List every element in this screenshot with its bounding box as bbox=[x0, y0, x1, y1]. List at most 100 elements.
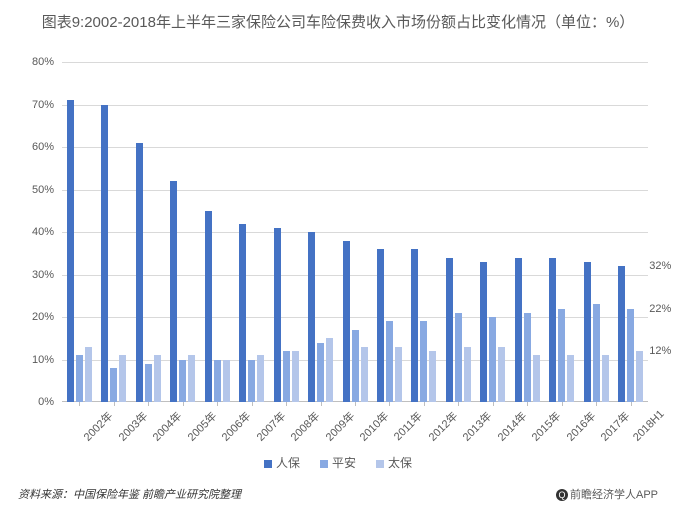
bar-pingan bbox=[110, 368, 117, 402]
gridline bbox=[62, 62, 648, 63]
end-label-taibao: 12% bbox=[649, 345, 671, 357]
bar-pingan bbox=[489, 317, 496, 402]
x-tick bbox=[286, 402, 287, 406]
bar-taibao bbox=[119, 355, 126, 402]
bar-renbao bbox=[101, 105, 108, 403]
legend-item-pingan: 平安 bbox=[320, 454, 356, 471]
x-tick bbox=[389, 402, 390, 406]
x-tick bbox=[527, 402, 528, 406]
chart-area: 0%10%20%30%40%50%60%70%80% 2002年2003年200… bbox=[28, 62, 648, 402]
bar-renbao bbox=[480, 262, 487, 402]
y-tick-label: 0% bbox=[38, 396, 54, 408]
y-tick-label: 40% bbox=[32, 226, 54, 238]
x-tick bbox=[321, 402, 322, 406]
bar-pingan bbox=[558, 309, 565, 403]
bar-pingan bbox=[248, 360, 255, 403]
footer: 资料来源：中国保险年鉴 前瞻产业研究院整理 Q前瞻经济学人APP bbox=[18, 486, 658, 502]
source-text: 资料来源：中国保险年鉴 前瞻产业研究院整理 bbox=[18, 489, 241, 501]
x-tick-label: 2013年 bbox=[459, 408, 495, 444]
x-tick-label: 2003年 bbox=[114, 408, 150, 444]
bar-taibao bbox=[602, 355, 609, 402]
bar-taibao bbox=[361, 347, 368, 402]
bar-pingan bbox=[145, 364, 152, 402]
bar-taibao bbox=[464, 347, 471, 402]
gridline bbox=[62, 232, 648, 233]
bar-renbao bbox=[205, 211, 212, 402]
x-tick-label: 2008年 bbox=[287, 408, 323, 444]
y-tick-label: 20% bbox=[32, 311, 54, 323]
x-tick-label: 2014年 bbox=[494, 408, 530, 444]
y-axis: 0%10%20%30%40%50%60%70%80% bbox=[28, 62, 58, 402]
x-tick bbox=[458, 402, 459, 406]
bar-renbao bbox=[274, 228, 281, 402]
bar-renbao bbox=[308, 232, 315, 402]
x-tick-label: 2009年 bbox=[321, 408, 357, 444]
y-tick-label: 30% bbox=[32, 269, 54, 281]
brand-label: 前瞻经济学人APP bbox=[570, 489, 658, 501]
bar-renbao bbox=[343, 241, 350, 403]
bar-renbao bbox=[446, 258, 453, 403]
gridline bbox=[62, 275, 648, 276]
bar-taibao bbox=[292, 351, 299, 402]
legend-swatch bbox=[264, 460, 272, 468]
bar-taibao bbox=[223, 360, 230, 403]
bar-renbao bbox=[549, 258, 556, 403]
bar-taibao bbox=[257, 355, 264, 402]
bar-taibao bbox=[85, 347, 92, 402]
legend-item-taibao: 太保 bbox=[376, 454, 412, 471]
x-tick bbox=[148, 402, 149, 406]
x-tick bbox=[217, 402, 218, 406]
x-tick-label: 2004年 bbox=[149, 408, 185, 444]
bar-taibao bbox=[188, 355, 195, 402]
y-tick-label: 10% bbox=[32, 354, 54, 366]
bar-taibao bbox=[429, 351, 436, 402]
x-tick-label: 2007年 bbox=[252, 408, 288, 444]
x-tick bbox=[183, 402, 184, 406]
x-tick-label: 2010年 bbox=[356, 408, 392, 444]
bar-taibao bbox=[498, 347, 505, 402]
end-label-pingan: 22% bbox=[649, 303, 671, 315]
bar-renbao bbox=[515, 258, 522, 403]
x-tick bbox=[355, 402, 356, 406]
legend-item-renbao: 人保 bbox=[264, 454, 300, 471]
x-tick bbox=[596, 402, 597, 406]
bar-pingan bbox=[179, 360, 186, 403]
bar-taibao bbox=[395, 347, 402, 402]
bar-pingan bbox=[317, 343, 324, 403]
bar-renbao bbox=[239, 224, 246, 403]
chart-title: 图表9:2002-2018年上半年三家保险公司车险保费收入市场份额占比变化情况（… bbox=[0, 0, 676, 39]
legend-swatch bbox=[376, 460, 384, 468]
bar-pingan bbox=[214, 360, 221, 403]
bar-renbao bbox=[618, 266, 625, 402]
bar-renbao bbox=[67, 100, 74, 402]
legend-swatch bbox=[320, 460, 328, 468]
bar-taibao bbox=[636, 351, 643, 402]
bar-renbao bbox=[377, 249, 384, 402]
bar-pingan bbox=[76, 355, 83, 402]
bar-taibao bbox=[326, 338, 333, 402]
x-tick bbox=[493, 402, 494, 406]
y-tick-label: 70% bbox=[32, 99, 54, 111]
bar-renbao bbox=[136, 143, 143, 402]
x-tick-label: 2016年 bbox=[562, 408, 598, 444]
x-tick bbox=[79, 402, 80, 406]
x-tick bbox=[252, 402, 253, 406]
plot-area: 2002年2003年2004年2005年2006年2007年2008年2009年… bbox=[62, 62, 648, 402]
x-tick-label: 2006年 bbox=[218, 408, 254, 444]
x-tick-label: 2012年 bbox=[425, 408, 461, 444]
gridline bbox=[62, 190, 648, 191]
bar-pingan bbox=[593, 304, 600, 402]
bar-pingan bbox=[386, 321, 393, 402]
x-tick-label: 2015年 bbox=[528, 408, 564, 444]
x-tick bbox=[562, 402, 563, 406]
bar-pingan bbox=[627, 309, 634, 403]
x-tick bbox=[631, 402, 632, 406]
end-label-renbao: 32% bbox=[649, 260, 671, 272]
bar-taibao bbox=[567, 355, 574, 402]
bar-renbao bbox=[411, 249, 418, 402]
y-tick-label: 50% bbox=[32, 184, 54, 196]
x-tick-label: 2011年 bbox=[390, 408, 426, 444]
legend-label: 人保 bbox=[276, 456, 300, 470]
legend-label: 太保 bbox=[388, 456, 412, 470]
x-tick-label: 2017年 bbox=[597, 408, 633, 444]
